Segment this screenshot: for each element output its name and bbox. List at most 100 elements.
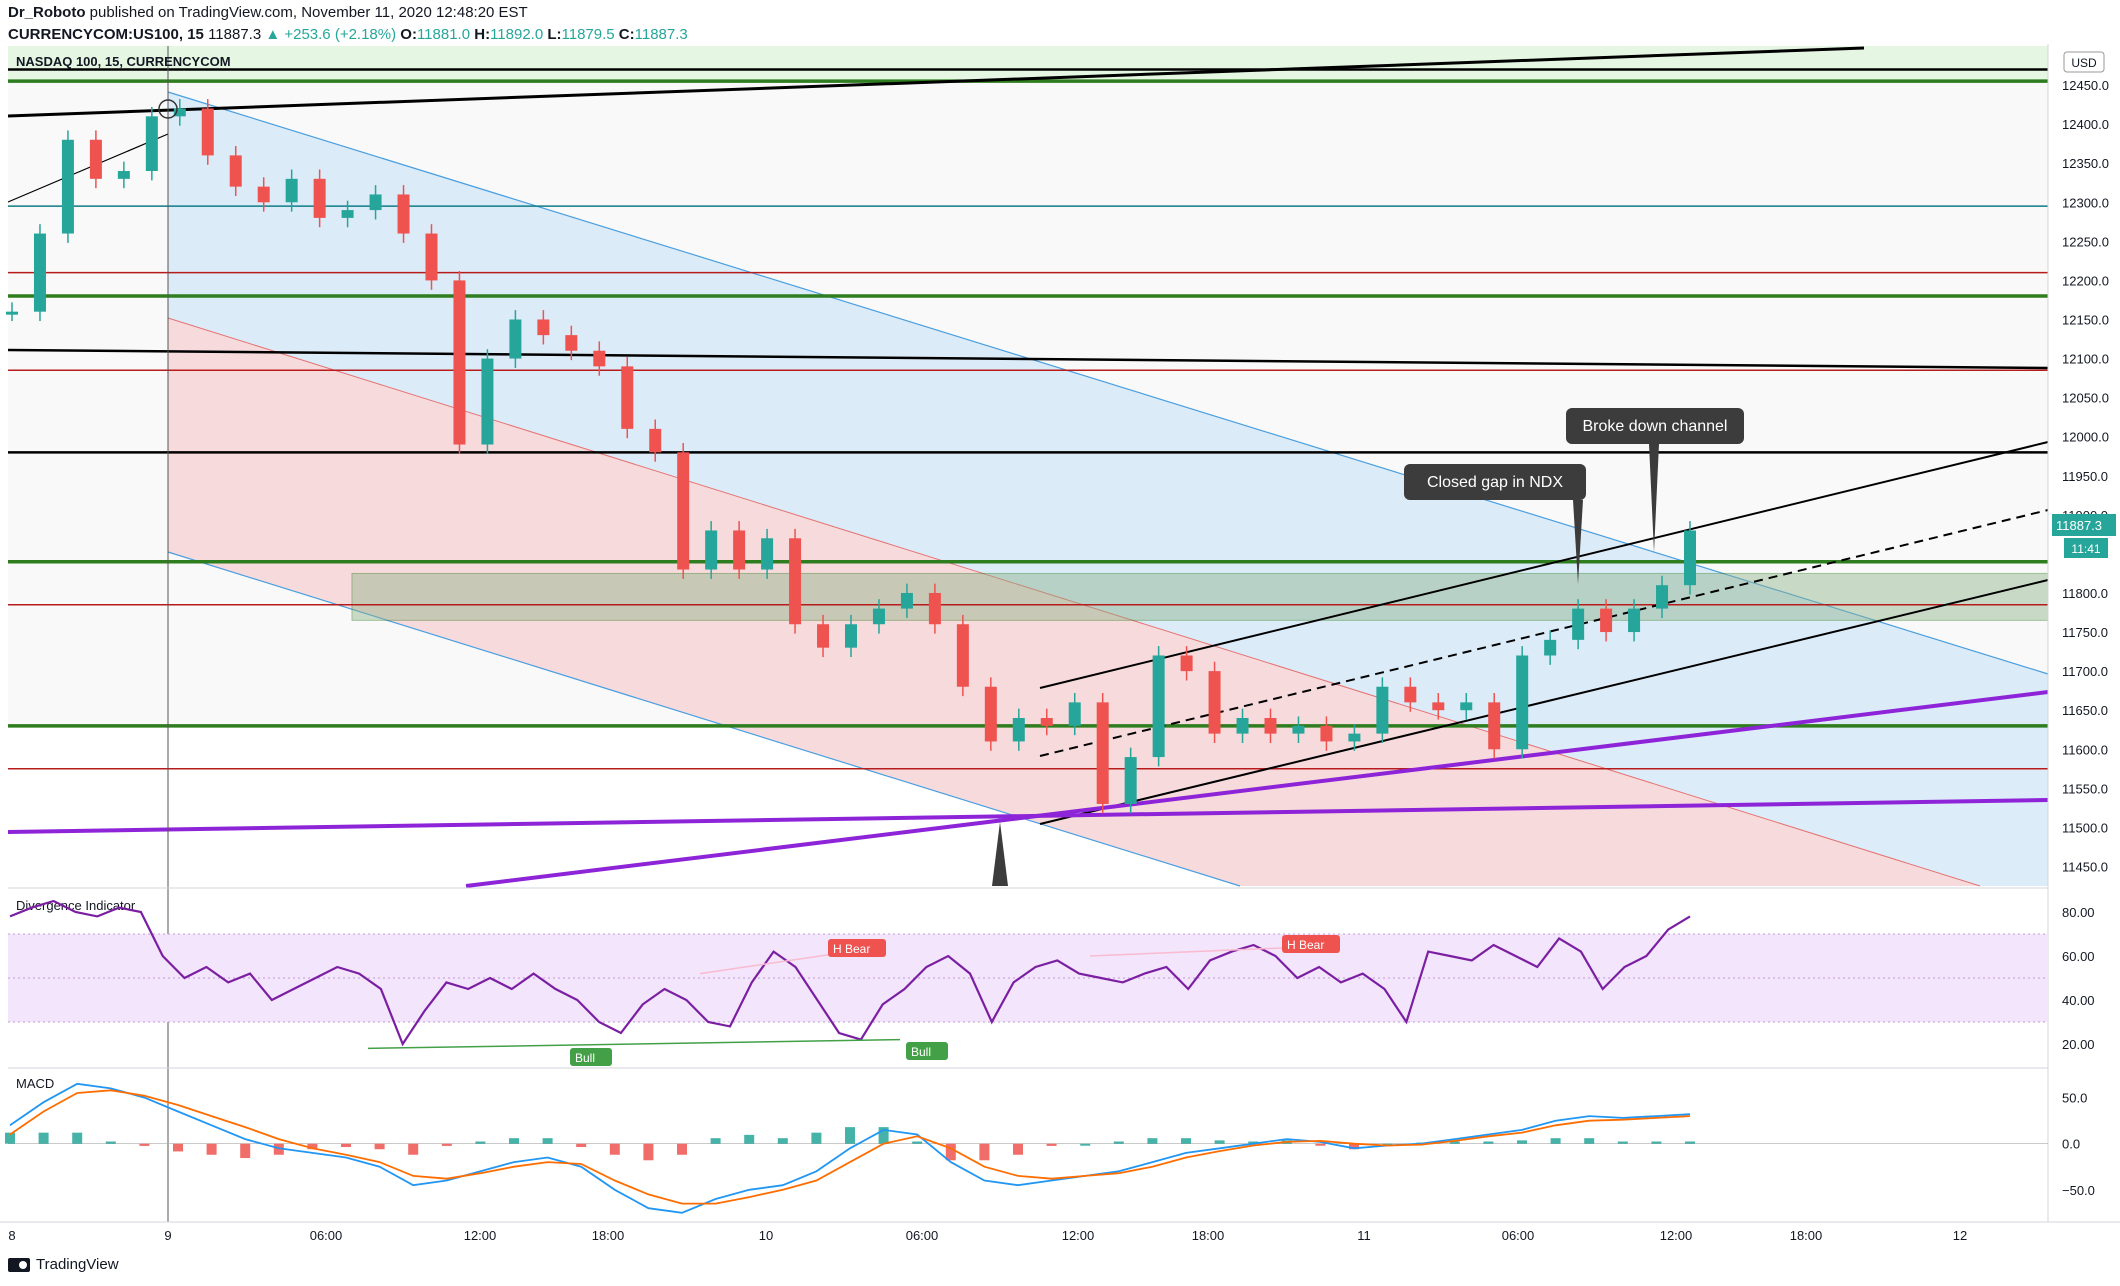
bull-divergence-line (367, 1038, 901, 1050)
candle-body (6, 311, 18, 315)
candle-body (1376, 686, 1389, 734)
price-tick-label: 12250.0 (2062, 234, 2109, 249)
macd-histogram-bar (475, 1141, 486, 1144)
macd-histogram-bar (441, 1143, 452, 1146)
macd-histogram-bar (240, 1143, 251, 1159)
macd-histogram-bar (542, 1138, 553, 1144)
candle-body (509, 319, 522, 359)
bull-2-badge (906, 1042, 948, 1060)
time-tick-label: 18:00 (1192, 1228, 1225, 1243)
price-tick-label: 12000.0 (2062, 430, 2109, 445)
time-tick-label: 18:00 (1790, 1228, 1823, 1243)
red-channel-top (167, 317, 1981, 887)
currency-label: USD (2071, 56, 2097, 70)
candle-body (1572, 608, 1585, 640)
candle-body (845, 624, 857, 648)
macd-tick-label: 0.0 (2062, 1137, 2080, 1152)
high-label: H: (474, 26, 491, 43)
candle-body (145, 116, 158, 172)
macd-histogram-bar (72, 1132, 83, 1144)
price-tick-label: 11650.0 (2062, 703, 2108, 718)
price-tick-label: 12300.0 (2062, 195, 2109, 210)
divergence-title: Divergence Indicator (16, 898, 136, 913)
chart-title: NASDAQ 100, 15, CURRENCYCOM (16, 54, 231, 69)
annotation-broke-channel-box (1566, 408, 1744, 444)
candle-body (1404, 686, 1417, 703)
macd-histogram-bar (1517, 1140, 1527, 1144)
change-value: ▲ +253.6 (+2.18%) (265, 26, 397, 43)
candle-body (705, 530, 718, 570)
price-tick-label: 11450.0 (2062, 859, 2108, 874)
macd-histogram-bar (1584, 1138, 1595, 1144)
macd-histogram-bar (1147, 1138, 1158, 1144)
open-label: O: (400, 26, 417, 43)
bull-1-badge (570, 1048, 612, 1066)
bull-2-label: Bull (911, 1045, 931, 1059)
rising-channel-mid (1039, 509, 2049, 757)
candle-body (369, 194, 382, 211)
macd-histogram-bar (811, 1132, 822, 1144)
price-tick-label: 12450.0 (2062, 78, 2109, 93)
candle-body (1320, 725, 1333, 742)
candle-body (313, 178, 326, 218)
candle-body (229, 155, 242, 187)
candle-body (1684, 530, 1696, 586)
macd-histogram-bar (677, 1143, 687, 1155)
macd-histogram-bar (509, 1138, 519, 1144)
gap-zone (351, 572, 2049, 621)
candle-body (1180, 655, 1193, 672)
macd-histogram-bar (1113, 1141, 1124, 1144)
candle-body (1292, 725, 1305, 734)
macd-histogram-bar (945, 1143, 956, 1161)
candle-body (956, 624, 969, 687)
price-chart[interactable]: Closed gap in NDX Broke down channel 12450… (0, 44, 2120, 1254)
time-tick-label: 10 (759, 1228, 773, 1243)
price-tick-label: 12100.0 (2062, 352, 2109, 367)
macd-histogram-bar (139, 1143, 150, 1146)
macd-title: MACD (16, 1076, 54, 1091)
macd-histogram-bar (845, 1127, 855, 1144)
macd-histogram-bar (105, 1141, 116, 1144)
bear-divergence-line (699, 950, 851, 975)
currency-badge[interactable] (2063, 51, 2105, 73)
macd-histogram-bar (1046, 1143, 1057, 1146)
rising-channel-bottom (1039, 579, 2049, 825)
candle-body (33, 233, 46, 312)
candle-body (1124, 757, 1137, 804)
candle-body (1628, 608, 1641, 633)
author-name[interactable]: Dr_Roboto (8, 4, 86, 21)
time-tick-label: 12:00 (1062, 1228, 1095, 1243)
candle-body (1600, 608, 1613, 633)
symbol-label[interactable]: CURRENCYCOM:US100, 15 (8, 26, 204, 43)
divergence-tick-label: 20.00 (2062, 1037, 2095, 1052)
macd-tick-label: 50.0 (2062, 1091, 2087, 1106)
macd-histogram-bar (273, 1143, 284, 1155)
macd-histogram-bar (744, 1134, 755, 1144)
macd-tick-label: −50.0 (2062, 1183, 2095, 1198)
last-price-value: 11887.3 (208, 26, 262, 43)
candle-body (1264, 718, 1277, 734)
bull-1-label: Bull (575, 1051, 595, 1065)
candle-body (984, 686, 997, 742)
close-value: 11887.3 (634, 26, 688, 43)
signal-line (9, 1089, 1691, 1205)
countdown-label: 11:41 (2071, 542, 2100, 556)
macd-histogram-bar (1013, 1143, 1023, 1155)
candle-body (1040, 718, 1053, 726)
annotation-closed-gap-label: Closed gap in NDX (1427, 474, 1563, 491)
time-tick-label: 12:00 (1660, 1228, 1693, 1243)
candle-body (201, 108, 214, 156)
macd-histogram-bar (777, 1138, 788, 1144)
candle-body (789, 538, 802, 625)
h-bear-2-badge (1282, 935, 1340, 953)
price-tick-label: 11750.0 (2062, 625, 2108, 640)
annotation-broke-channel-pointer (1649, 444, 1659, 552)
price-tick-label: 12350.0 (2062, 156, 2109, 171)
macd-histogram-bar (643, 1143, 654, 1161)
annotation-closed-gap-box (1404, 464, 1586, 500)
candle-body (173, 108, 186, 117)
price-axis[interactable] (2048, 44, 2120, 1222)
macd-histogram-bar (1685, 1141, 1695, 1144)
annotation-broke-channel-label: Broke down channel (1583, 418, 1728, 435)
candle-body (1068, 702, 1081, 726)
